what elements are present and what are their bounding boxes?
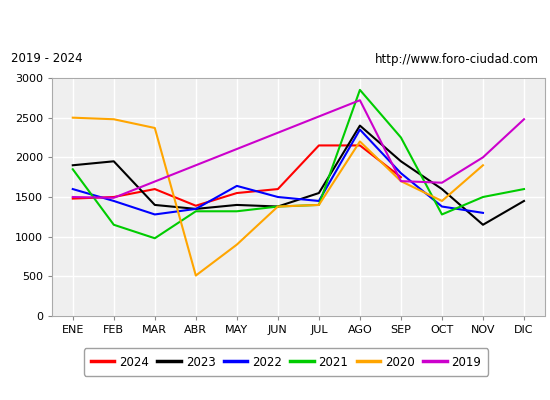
Legend: 2024, 2023, 2022, 2021, 2020, 2019: 2024, 2023, 2022, 2021, 2020, 2019 — [84, 348, 488, 376]
Text: 2019 - 2024: 2019 - 2024 — [11, 52, 82, 66]
Text: http://www.foro-ciudad.com: http://www.foro-ciudad.com — [375, 52, 539, 66]
Text: Evolucion Nº Turistas Nacionales en el municipio de Montefío: Evolucion Nº Turistas Nacionales en el m… — [63, 14, 487, 28]
